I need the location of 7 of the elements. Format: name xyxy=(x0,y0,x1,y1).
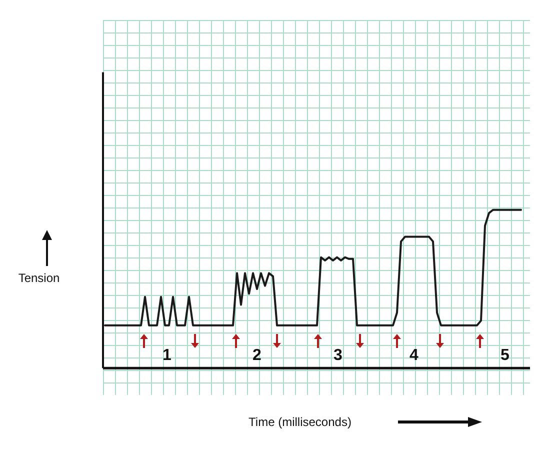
annotation: 5 xyxy=(500,347,510,364)
y-axis-title: Tension xyxy=(18,271,60,285)
x-axis-title: Time (milliseconds) xyxy=(248,415,352,429)
annotation: 3 xyxy=(334,347,343,364)
annotation: 2 xyxy=(252,347,262,364)
annotation: 4 xyxy=(410,347,419,364)
annotation: 1 xyxy=(162,347,172,364)
